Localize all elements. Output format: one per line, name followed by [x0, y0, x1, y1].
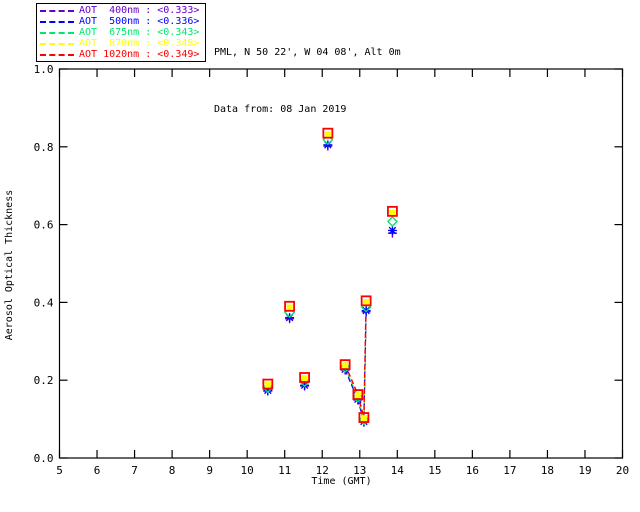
x-axis-title: Time (GMT)	[311, 476, 372, 487]
svg-text:0.8: 0.8	[34, 141, 54, 154]
legend-line-sample-icon	[40, 53, 74, 56]
svg-text:11: 11	[278, 464, 291, 477]
date-info: Data from: 08 Jan 2019	[214, 104, 347, 115]
svg-text:20: 20	[616, 464, 629, 477]
legend-entry-label: AOT 870nm : <0.348>	[79, 37, 200, 49]
legend: AOT 400nm : <0.333> AOT 500nm : <0.336> …	[36, 3, 206, 62]
svg-text:0.2: 0.2	[34, 374, 54, 387]
header-info: PML, N 50 22', W 04 08', Alt 0m Data fro…	[214, 5, 401, 157]
legend-line-sample-icon	[40, 20, 74, 23]
svg-text:8: 8	[169, 464, 176, 477]
legend-entry-label: AOT 400nm : <0.333>	[79, 4, 200, 16]
svg-text:0.4: 0.4	[34, 296, 54, 309]
legend-entry-label: AOT 675nm : <0.343>	[79, 26, 200, 38]
legend-entry-label: AOT 1020nm : <0.349>	[79, 48, 200, 60]
svg-text:13: 13	[353, 464, 366, 477]
legend-line-sample-icon	[40, 31, 74, 34]
legend-entry-label: AOT 500nm : <0.336>	[79, 15, 200, 27]
legend-line-sample-icon	[40, 42, 74, 45]
legend-entry: AOT 400nm : <0.333>	[40, 5, 202, 16]
legend-entry: AOT 500nm : <0.336>	[40, 16, 202, 27]
svg-text:0.0: 0.0	[34, 452, 54, 465]
svg-text:6: 6	[94, 464, 101, 477]
svg-text:7: 7	[131, 464, 138, 477]
svg-text:18: 18	[541, 464, 554, 477]
svg-text:19: 19	[578, 464, 591, 477]
svg-text:17: 17	[503, 464, 516, 477]
site-info: PML, N 50 22', W 04 08', Alt 0m	[214, 47, 401, 58]
svg-text:5: 5	[56, 464, 63, 477]
svg-text:16: 16	[466, 464, 479, 477]
svg-text:14: 14	[391, 464, 405, 477]
svg-text:0.6: 0.6	[34, 219, 54, 232]
legend-line-sample-icon	[40, 9, 74, 12]
legend-entry: AOT 1020nm : <0.349>	[40, 49, 202, 60]
svg-text:10: 10	[241, 464, 254, 477]
legend-entry: AOT 675nm : <0.343>	[40, 27, 202, 38]
legend-entry: AOT 870nm : <0.348>	[40, 38, 202, 49]
svg-text:15: 15	[428, 464, 441, 477]
svg-text:1.0: 1.0	[34, 63, 54, 76]
svg-text:9: 9	[206, 464, 213, 477]
svg-text:12: 12	[316, 464, 329, 477]
